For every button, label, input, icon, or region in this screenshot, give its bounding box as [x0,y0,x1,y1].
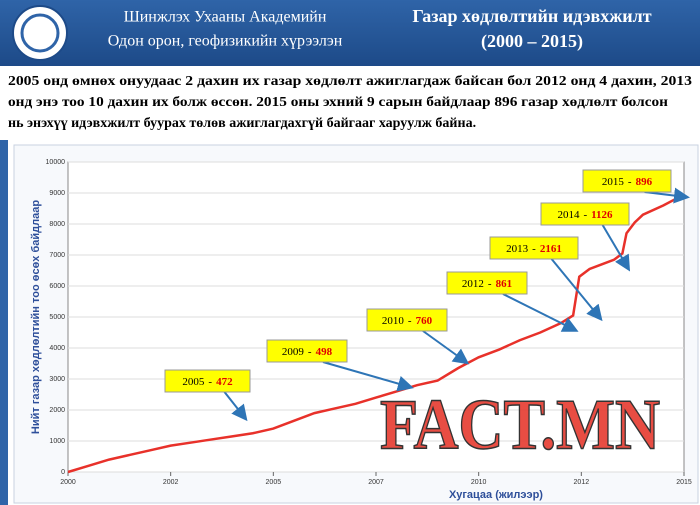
slide-title: (2000 – 2015) [481,31,583,52]
x-tick-label: 2010 [471,479,487,486]
x-tick-label: 2007 [368,479,384,486]
y-tick-label: 1000 [49,438,65,445]
annotation-text: 2010-760 [382,315,433,327]
x-tick-label: 2015 [676,479,692,486]
y-tick-label: 6000 [49,283,65,290]
annotation-text: 2005-472 [182,376,233,388]
paragraph-line: онд энэ тоо 10 дахин их болж өссөн. 2015… [8,95,668,110]
annotation-year: 2009 [282,346,305,358]
annotation-arrow [550,258,603,322]
annotation-arrow [601,224,631,272]
x-tick-label: 2005 [266,479,282,486]
annotation-year: 2005 [182,376,205,388]
x-tick-label: 2000 [60,479,76,486]
annotation-count: 861 [496,278,513,290]
paragraph-line: 2005 онд өмнөх онуудаас 2 дахин их газар… [8,74,692,89]
annotation-box [446,271,528,295]
y-tick-label: 5000 [49,314,65,321]
institution: Шинжлэх Ухааны Академийн [124,9,327,26]
annotation-arrow [644,187,690,204]
annotation-separator: - [583,209,587,221]
annotation-arrow [322,361,414,392]
annotation-arrow [223,391,248,422]
annotation-text: 2009-498 [282,346,333,358]
annotation-separator: - [208,376,212,388]
x-tick-label: 2002 [163,479,179,486]
y-tick-label: 9000 [49,190,65,197]
annotation-text: 2012-861 [462,278,512,290]
annotation-arrow [422,330,470,365]
y-tick-label: 4000 [49,345,65,352]
annotation-count: 498 [316,346,333,358]
annotation-box [164,369,251,393]
x-axis-label: Хугацаа (жилээр) [449,489,543,501]
annotation-text: 2014-1126 [557,209,613,221]
annotation-text: 2015-896 [602,176,653,188]
annotation-count: 2161 [540,243,562,255]
institution: Одон орон, геофизикийн хүрээлэн [108,33,343,50]
annotation-year: 2012 [462,278,484,290]
annotation-box [582,169,672,193]
y-axis-label: Нийт газар хөдлөлтийн тоо өсөх байдлаар [30,200,42,434]
annotation-count: 760 [416,315,433,327]
annotation-count: 1126 [591,209,613,221]
annotation-year: 2015 [602,176,625,188]
annotation-separator: - [488,278,492,290]
annotation-box [266,339,348,363]
annotation-separator: - [532,243,536,255]
annotation-box [489,236,579,260]
annotation-count: 896 [636,176,653,188]
annotation-year: 2013 [506,243,529,255]
annotation-box [366,308,448,332]
y-tick-label: 2000 [49,407,65,414]
y-tick-label: 3000 [49,376,65,383]
watermark: FACT.MN [380,385,660,465]
annotation-box [540,202,630,226]
annotation-separator: - [308,346,312,358]
slide-title: Газар хөдлөлтийн идэвхжилт [412,6,651,26]
y-tick-label: 7000 [49,252,65,259]
logo-ring [20,13,60,53]
x-tick-label: 2012 [574,479,590,486]
annotation-arrow [502,293,579,332]
annotation-year: 2014 [557,209,580,221]
y-tick-label: 10000 [46,159,66,166]
annotation-count: 472 [216,376,233,388]
annotation-text: 2013-2161 [506,243,562,255]
paragraph-line: нь энэхүү идэвхжилт буурах төлөв ажиглаг… [8,116,476,131]
header-band [0,0,700,66]
y-tick-label: 0 [61,469,65,476]
annotation-separator: - [628,176,632,188]
annotation-separator: - [408,315,412,327]
side-bar [0,140,8,505]
annotation-year: 2010 [382,315,405,327]
y-tick-label: 8000 [49,221,65,228]
